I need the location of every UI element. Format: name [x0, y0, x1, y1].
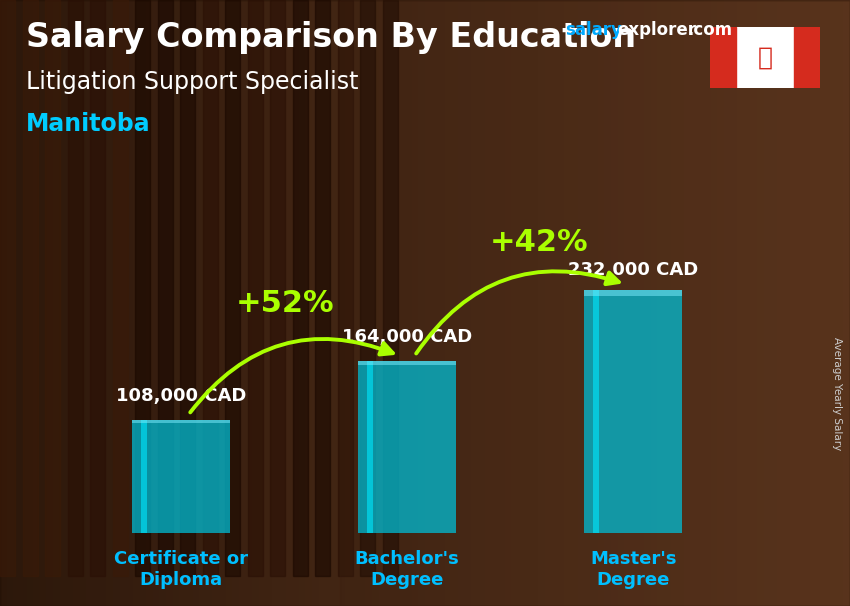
Bar [132, 420, 230, 422]
Bar [337, 0, 353, 576]
Bar [794, 27, 820, 88]
Bar [360, 0, 376, 576]
Bar [710, 27, 736, 88]
Text: +42%: +42% [490, 228, 588, 257]
Text: 164,000 CAD: 164,000 CAD [342, 328, 473, 346]
Bar [22, 0, 37, 576]
Bar [340, 0, 850, 606]
Bar [358, 361, 456, 365]
Bar [132, 420, 230, 533]
Text: Manitoba: Manitoba [26, 112, 150, 136]
Text: 🍁: 🍁 [757, 45, 773, 70]
Bar [270, 0, 286, 576]
Bar [0, 0, 15, 576]
Text: 108,000 CAD: 108,000 CAD [116, 387, 246, 405]
Bar [180, 0, 196, 576]
Text: Litigation Support Specialist: Litigation Support Specialist [26, 70, 358, 94]
Bar [315, 0, 331, 576]
Bar [584, 290, 682, 533]
Bar [202, 0, 218, 576]
Text: Salary Comparison By Education: Salary Comparison By Education [26, 21, 636, 54]
Text: +52%: +52% [235, 288, 334, 318]
Bar [382, 0, 398, 576]
Bar [593, 290, 599, 533]
Bar [157, 0, 173, 576]
Bar [367, 361, 373, 533]
Bar [112, 0, 128, 576]
Bar [584, 290, 682, 296]
Bar [141, 420, 147, 533]
Bar [90, 0, 105, 576]
Bar [135, 0, 150, 576]
Text: salary: salary [565, 21, 622, 39]
Bar [292, 0, 308, 576]
Text: 232,000 CAD: 232,000 CAD [568, 261, 698, 279]
Bar [225, 0, 241, 576]
Bar [247, 0, 263, 576]
Text: .com: .com [687, 21, 732, 39]
Bar [67, 0, 82, 576]
Bar [358, 361, 456, 533]
Bar [45, 0, 60, 576]
Text: explorer: explorer [617, 21, 696, 39]
Text: Average Yearly Salary: Average Yearly Salary [832, 338, 842, 450]
